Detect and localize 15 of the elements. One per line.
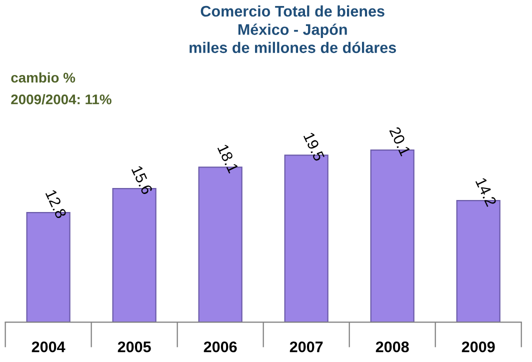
data-label: 18.1: [217, 144, 239, 174]
x-tick-label: 2005: [118, 341, 151, 352]
data-label: 20.1: [389, 126, 411, 156]
x-tick-label: 2008: [376, 341, 409, 352]
text: cambio %: [11, 72, 76, 83]
x-tick-label: 2007: [290, 341, 323, 352]
chart-title: Comercio Total de bienes México - Japón miles de millones de dólares: [190, 5, 396, 54]
data-label: 15.6: [131, 165, 153, 196]
data-label: 19.5: [303, 132, 325, 162]
x-tick-label: 2006: [204, 341, 237, 352]
x-tick-label: 2004: [32, 341, 66, 352]
x-tick-label: 2009: [462, 341, 495, 352]
data-label: 12.8: [45, 189, 67, 220]
data-label: 14.2: [475, 177, 497, 207]
text: 2009/2004: 11%: [11, 94, 112, 104]
